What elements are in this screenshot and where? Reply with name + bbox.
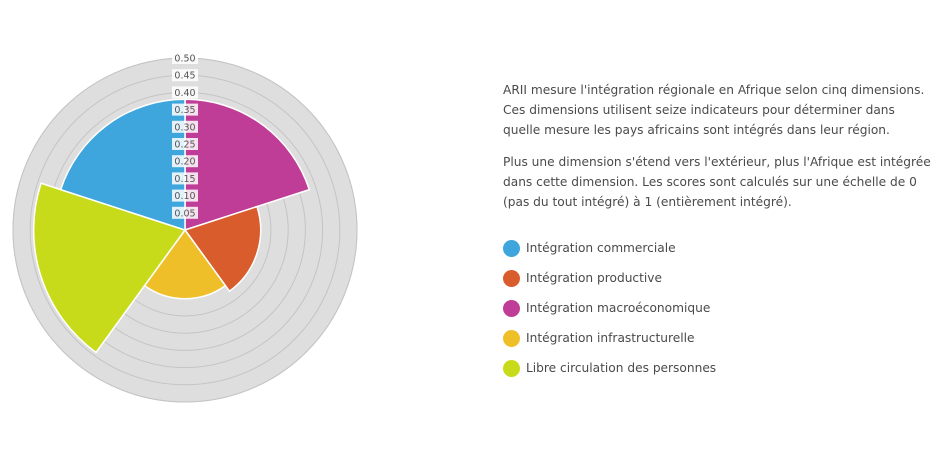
description-paragraph-2: Plus une dimension s'étend vers l'extéri… — [503, 155, 931, 209]
tick-label: 0.25 — [174, 140, 195, 151]
tick-label: 0.30 — [174, 122, 195, 133]
tick-label-bg — [172, 69, 198, 82]
chart-description: ARII mesure l'intégration régionale en A… — [503, 80, 933, 224]
tick-label-bg — [172, 206, 198, 219]
tick-label-bg — [172, 120, 198, 133]
tick-label-bg — [172, 86, 198, 99]
tick-label: 0.50 — [174, 54, 195, 65]
legend-label: Intégration infrastructurelle — [526, 331, 695, 345]
tick-label: 0.10 — [174, 191, 195, 202]
tick-label: 0.20 — [174, 157, 195, 168]
sector-1[interactable] — [59, 98, 186, 232]
tick-label-bg — [172, 172, 198, 185]
tick-label: 0.45 — [174, 71, 195, 82]
sector-4[interactable] — [143, 228, 227, 300]
legend-dot-icon — [503, 269, 520, 287]
legend-item-commerciale[interactable]: Intégration commerciale — [503, 238, 716, 258]
chart-legend: Intégration commerciale Intégration prod… — [503, 238, 716, 388]
legend-item-productive[interactable]: Intégration productive — [503, 268, 716, 288]
legend-item-infrastructurelle[interactable]: Intégration infrastructurelle — [503, 328, 716, 348]
tick-label-bg — [172, 155, 198, 168]
legend-label: Intégration commerciale — [526, 241, 676, 255]
tick-label: 0.15 — [174, 174, 195, 185]
tick-label-bg — [172, 189, 198, 202]
legend-dot-icon — [503, 359, 520, 377]
tick-label-bg — [172, 52, 198, 64]
tick-label-bg — [172, 138, 198, 150]
legend-item-libre-circulation[interactable]: Libre circulation des personnes — [503, 358, 716, 378]
sector-3[interactable] — [184, 98, 311, 232]
chart-svg: 0.05 0.10 0.15 0.20 0.25 0.30 0.35 0.40 0.45 0.50 — [12, 52, 358, 403]
polar-area-chart: 0.05 0.10 0.15 0.20 0.25 0.30 0.35 0.40 0.45 0.50 — [0, 0, 380, 462]
legend-dot-icon — [503, 299, 520, 317]
legend-label: Intégration macroéconomique — [526, 301, 711, 315]
tick-label: 0.40 — [174, 88, 195, 99]
legend-label: Intégration productive — [526, 271, 663, 285]
tick-label-bg — [172, 103, 198, 116]
tick-label: 0.35 — [174, 105, 195, 116]
description-paragraph-1: ARII mesure l'intégration régionale en A… — [503, 83, 925, 137]
legend-label: Libre circulation des personnes — [526, 361, 717, 375]
sector-5[interactable] — [32, 182, 187, 354]
legend-dot-icon — [503, 329, 520, 347]
legend-dot-icon — [503, 239, 520, 257]
legend-item-macroeconomique[interactable]: Intégration macroéconomique — [503, 298, 716, 318]
sector-2[interactable] — [183, 205, 262, 293]
tick-label: 0.05 — [174, 208, 195, 219]
